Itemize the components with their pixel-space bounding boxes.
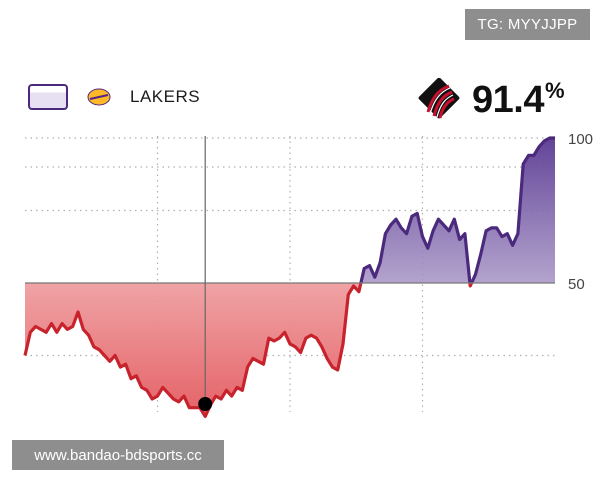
lakers-logo-icon (87, 88, 111, 106)
lakers-line (23, 283, 474, 418)
chart-lines (23, 136, 555, 418)
blazers-area (25, 138, 555, 283)
team-label: LAKERS (130, 87, 201, 106)
chart-y-ticks: 50 100 (568, 131, 593, 293)
blazers-logo-icon (418, 78, 460, 119)
marker-dot (198, 397, 213, 411)
chart-overlay (25, 136, 555, 411)
lakers-area (25, 283, 555, 417)
legend-swatch (28, 84, 68, 110)
tg-watermark: TG: MYYJJPP (465, 9, 590, 40)
y-tick-label: 50 (568, 276, 585, 293)
blazers-line (359, 136, 555, 283)
url-watermark: www.bandao-bdsports.cc (12, 440, 224, 470)
y-tick-label: 100 (568, 131, 593, 148)
win-probability-unit: % (544, 78, 565, 103)
chart-areas (25, 138, 555, 417)
win-probability-value: 91.4% (472, 78, 565, 121)
